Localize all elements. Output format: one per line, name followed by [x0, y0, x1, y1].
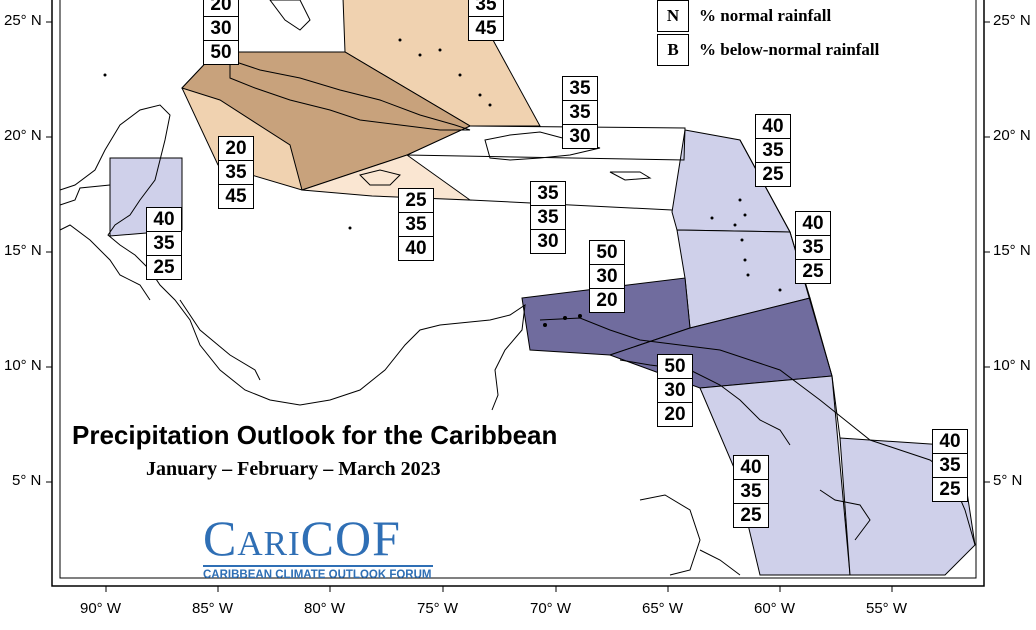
lon-label: 85° W — [192, 600, 234, 617]
prob-normal: 35 — [219, 161, 253, 185]
prob-above: 40 — [796, 212, 830, 236]
prob-above: 50 — [590, 241, 624, 265]
lon-label: 90° W — [80, 600, 122, 617]
prob-normal: 35 — [756, 139, 790, 163]
prob-normal: 35 — [734, 480, 768, 504]
lat-label-left: 5° N — [12, 472, 42, 489]
map-inner-frame — [59, 0, 977, 579]
prob-box-trinidad-tobago: 50 30 20 — [657, 354, 693, 427]
prob-below: 45 — [225, 186, 247, 207]
prob-above: 20 — [204, 0, 238, 17]
logo-prefix: Cari — [203, 510, 301, 566]
lon-label: 55° W — [866, 600, 908, 617]
prob-above: 35 — [531, 182, 565, 206]
prob-box-bahamas: 35 45 — [468, 0, 504, 41]
lon-label: 75° W — [417, 600, 459, 617]
lat-label-left: 25° N — [4, 12, 42, 29]
prob-above: 40 — [734, 456, 768, 480]
boundary-central — [469, 199, 673, 211]
lat-label-left: 15° N — [4, 242, 42, 259]
prob-box-suriname-french-guiana: 40 35 25 — [932, 429, 968, 502]
prob-above: 40 — [756, 115, 790, 139]
prob-box-central-caribbean: 35 35 30 — [530, 181, 566, 254]
prob-normal: 35 — [399, 213, 433, 237]
small-islands — [103, 38, 782, 327]
lon-label: 80° W — [304, 600, 346, 617]
lat-label-right: 20° N — [993, 127, 1031, 144]
map-title: Precipitation Outlook for the Caribbean — [72, 420, 558, 450]
legend-key-normal: N — [657, 0, 689, 32]
prob-below: 25 — [740, 505, 762, 526]
prob-above: 20 — [219, 137, 253, 161]
prob-box-leeward-south: 40 35 25 — [795, 211, 831, 284]
prob-box-abc-islands: 50 30 20 — [589, 240, 625, 313]
lat-label-right: 5° N — [993, 472, 1023, 489]
map-subtitle: January – February – March 2023 — [146, 458, 441, 480]
caricof-logo: CariCOF CARIBBEAN CLIMATE OUTLOOK FORUM — [203, 513, 433, 581]
map-frame — [51, 0, 985, 587]
prob-above: 40 — [147, 208, 181, 232]
lon-label: 70° W — [530, 600, 572, 617]
prob-box-cuba: 20 30 50 — [203, 0, 239, 65]
logo-underline — [203, 565, 433, 567]
prob-normal: 35 — [469, 0, 503, 17]
axis-ticks — [46, 21, 990, 592]
prob-box-jamaica: 25 35 40 — [398, 188, 434, 261]
logo-suffix: COF — [300, 510, 401, 566]
prob-normal: 30 — [590, 265, 624, 289]
prob-above: 35 — [563, 77, 597, 101]
prob-box-guyana: 40 35 25 — [733, 455, 769, 528]
prob-box-leeward-north: 40 35 25 — [755, 114, 791, 187]
lat-label-right: 10° N — [993, 357, 1031, 374]
prob-box-western-caribbean: 20 35 45 — [218, 136, 254, 209]
legend-row-normal: N % normal rainfall — [657, 0, 831, 32]
prob-below: 45 — [475, 18, 497, 39]
prob-box-belize: 40 35 25 — [146, 207, 182, 280]
prob-above: 40 — [933, 430, 967, 454]
lat-label-left: 10° N — [4, 357, 42, 374]
prob-below: 25 — [939, 479, 961, 500]
prob-below: 20 — [664, 404, 686, 425]
prob-below: 25 — [802, 261, 824, 282]
prob-normal: 35 — [563, 101, 597, 125]
legend-label-below: % below-normal rainfall — [699, 40, 880, 59]
prob-below: 30 — [569, 126, 591, 147]
prob-below: 50 — [210, 42, 232, 63]
prob-below: 30 — [537, 231, 559, 252]
legend-key-below: B — [657, 34, 689, 66]
legend-label-normal: % normal rainfall — [699, 6, 832, 25]
prob-below: 25 — [153, 257, 175, 278]
lon-label: 60° W — [754, 600, 796, 617]
prob-below: 40 — [405, 238, 427, 259]
prob-normal: 30 — [658, 379, 692, 403]
lon-label: 65° W — [642, 600, 684, 617]
lat-label-right: 25° N — [993, 12, 1031, 29]
prob-normal: 35 — [933, 454, 967, 478]
lat-label-right: 15° N — [993, 242, 1031, 259]
prob-above: 50 — [658, 355, 692, 379]
prob-box-hispaniola-north: 35 35 30 — [562, 76, 598, 149]
prob-above: 25 — [399, 189, 433, 213]
region-guyana — [699, 375, 851, 576]
legend-row-below: B % below-normal rainfall — [657, 34, 879, 66]
lat-label-left: 20° N — [4, 127, 42, 144]
logo-wordmark: CariCOF — [203, 513, 433, 563]
prob-below: 25 — [762, 164, 784, 185]
prob-normal: 35 — [531, 206, 565, 230]
prob-normal: 35 — [796, 236, 830, 260]
logo-subtitle: CARIBBEAN CLIMATE OUTLOOK FORUM — [203, 569, 432, 581]
prob-below: 20 — [596, 290, 618, 311]
prob-normal: 35 — [147, 232, 181, 256]
prob-normal: 30 — [204, 17, 238, 41]
boundary-guiana — [831, 375, 841, 439]
